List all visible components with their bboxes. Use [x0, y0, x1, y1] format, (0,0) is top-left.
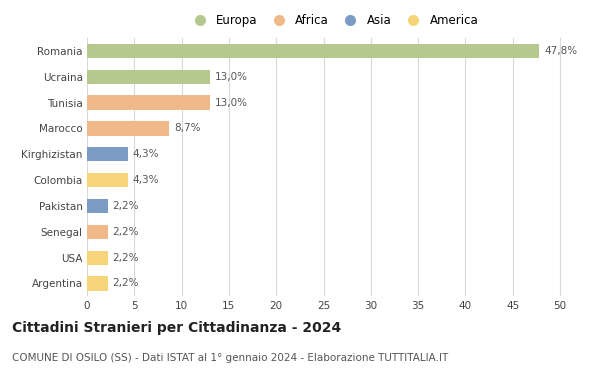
Text: 13,0%: 13,0% [215, 72, 248, 82]
Text: COMUNE DI OSILO (SS) - Dati ISTAT al 1° gennaio 2024 - Elaborazione TUTTITALIA.I: COMUNE DI OSILO (SS) - Dati ISTAT al 1° … [12, 353, 448, 363]
Bar [87, 44, 539, 58]
Legend: Europa, Africa, Asia, America: Europa, Africa, Asia, America [188, 14, 478, 27]
Text: 2,2%: 2,2% [113, 279, 139, 288]
Bar [87, 121, 169, 136]
Bar [87, 199, 108, 213]
Text: 8,7%: 8,7% [174, 124, 200, 133]
Text: 4,3%: 4,3% [133, 149, 159, 159]
Text: 2,2%: 2,2% [113, 227, 139, 237]
Text: 2,2%: 2,2% [113, 201, 139, 211]
Bar [87, 70, 210, 84]
Bar [87, 250, 108, 265]
Text: 47,8%: 47,8% [544, 46, 577, 56]
Bar [87, 147, 128, 162]
Text: 2,2%: 2,2% [113, 253, 139, 263]
Text: 4,3%: 4,3% [133, 175, 159, 185]
Bar [87, 225, 108, 239]
Bar [87, 95, 210, 110]
Text: Cittadini Stranieri per Cittadinanza - 2024: Cittadini Stranieri per Cittadinanza - 2… [12, 321, 341, 335]
Bar [87, 173, 128, 187]
Text: 13,0%: 13,0% [215, 98, 248, 108]
Bar [87, 276, 108, 291]
